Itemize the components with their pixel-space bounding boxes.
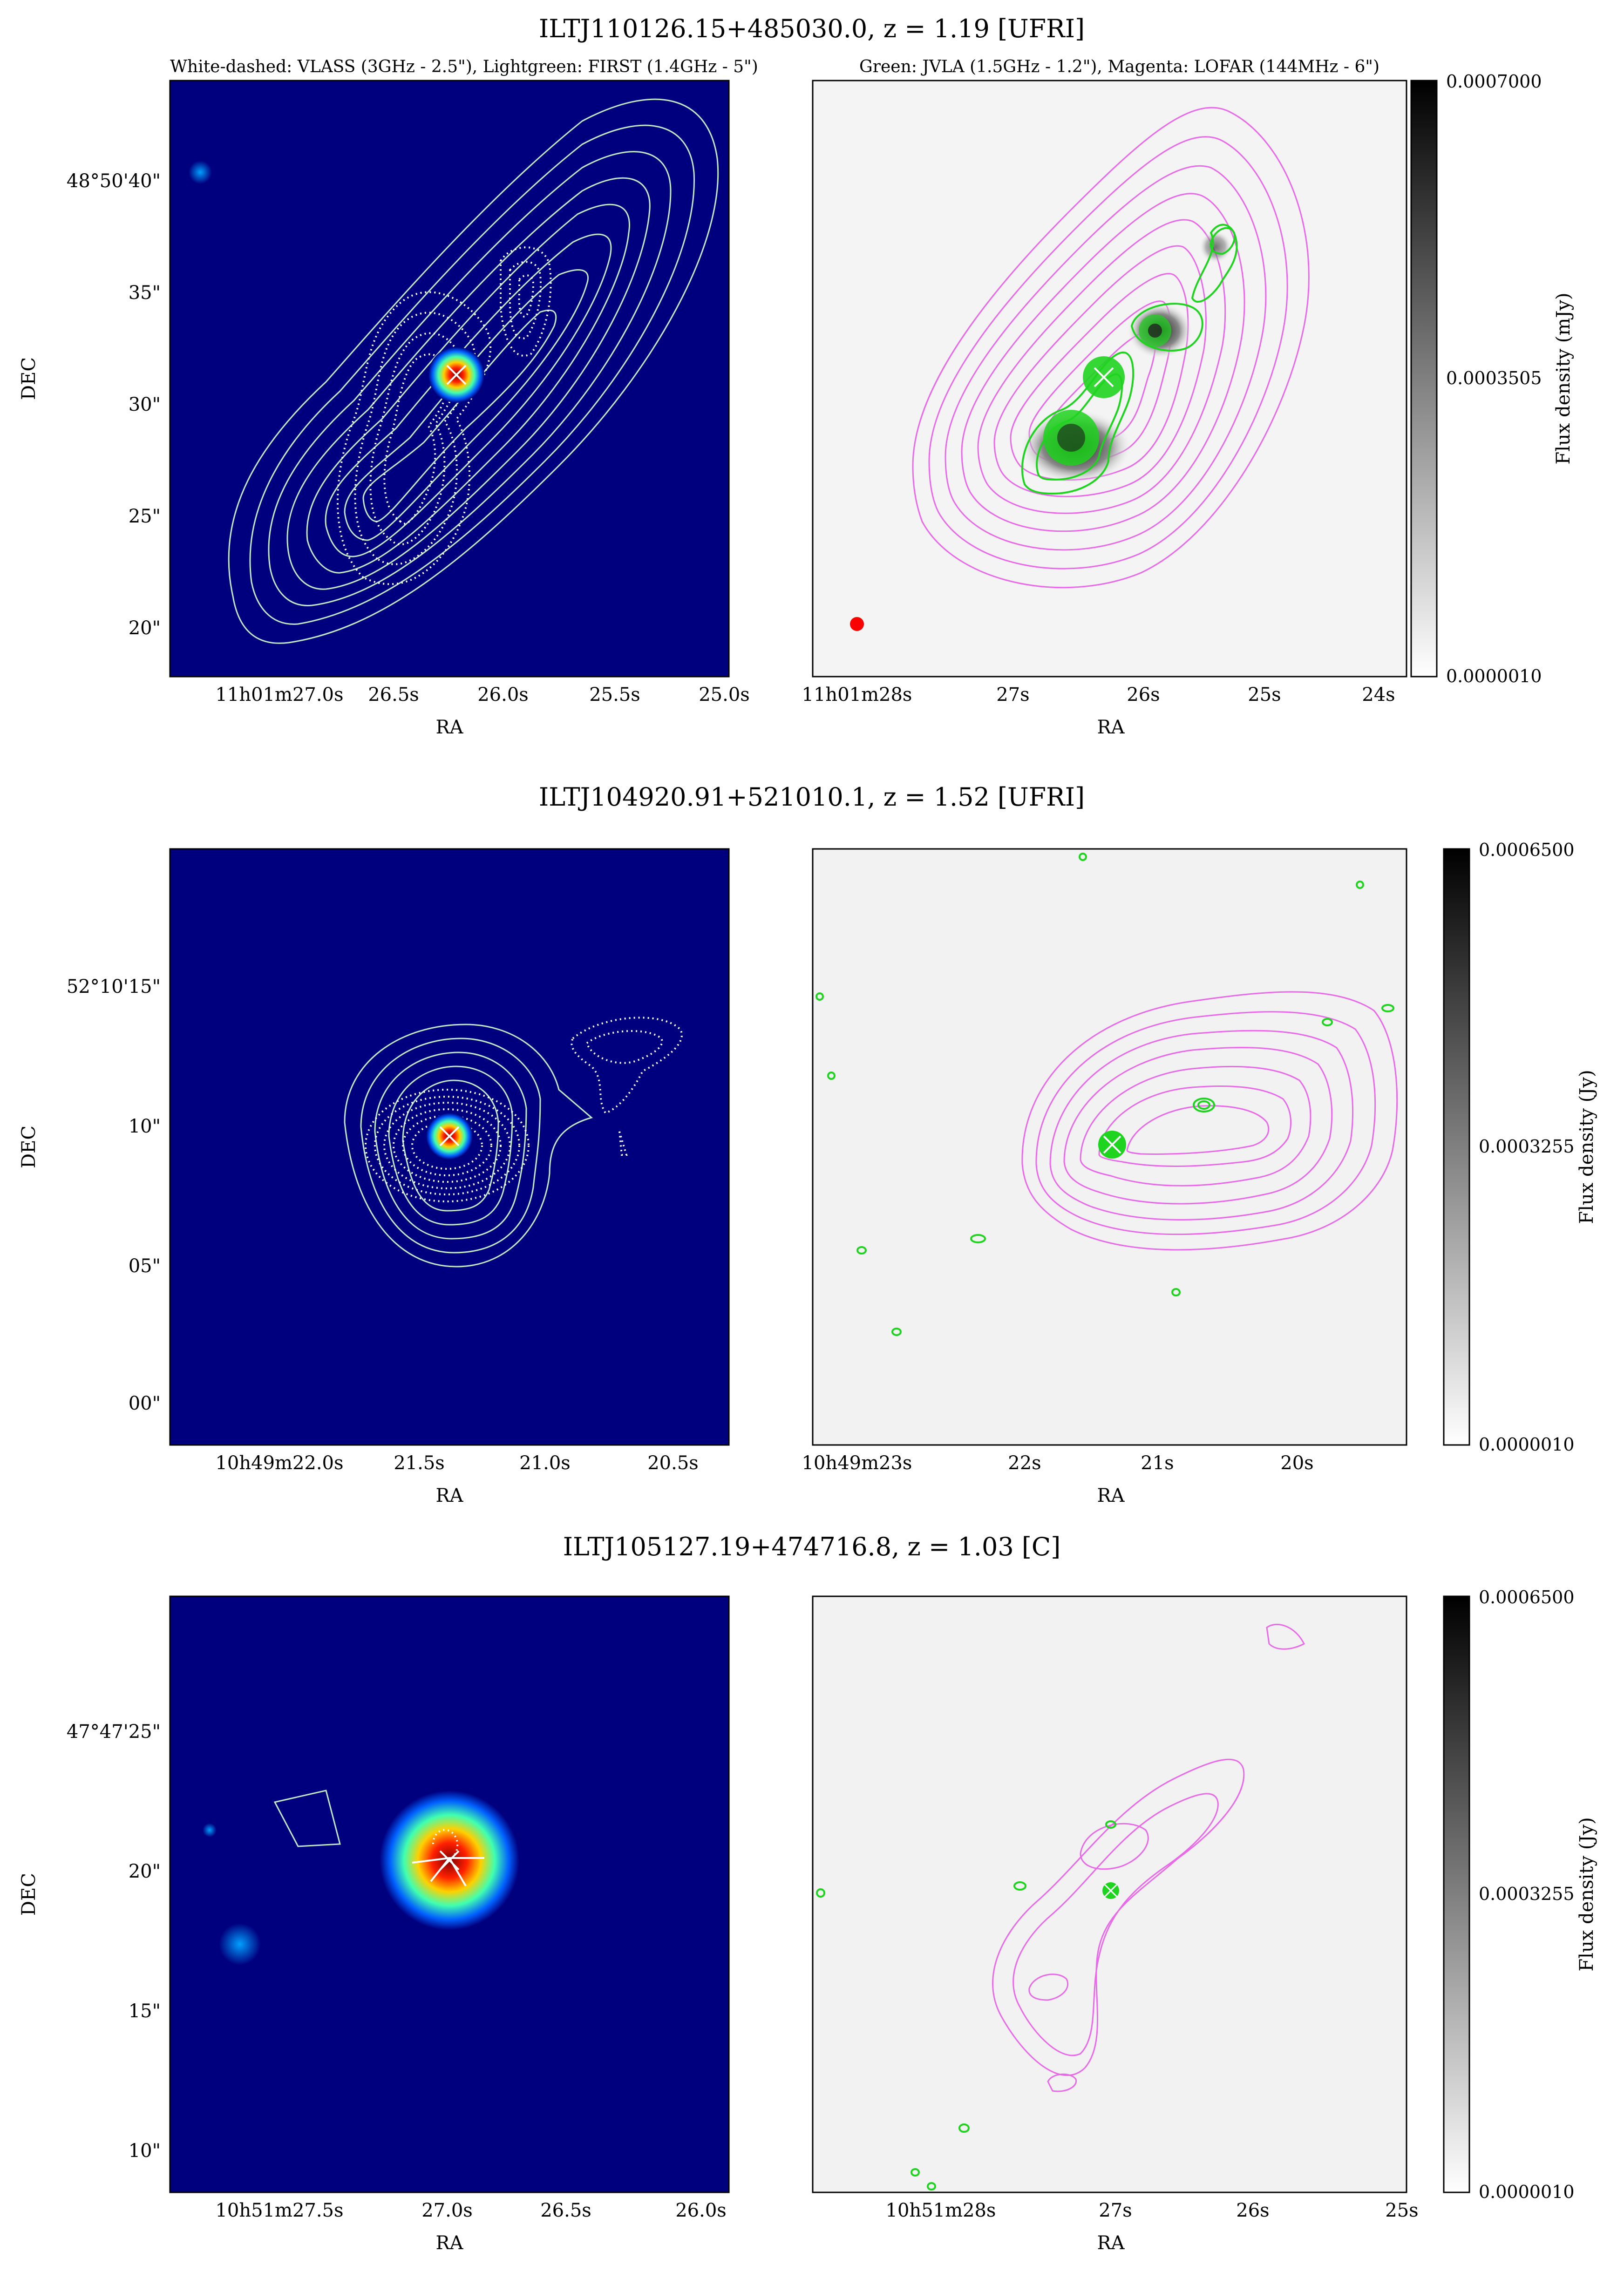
colorbar-tick: 0.0006500 <box>1479 840 1575 860</box>
ra-tick: 27.0s <box>421 2200 473 2221</box>
ra-tick: 27s <box>996 684 1029 705</box>
first-contours <box>228 98 719 644</box>
dec-tick: 20" <box>129 617 161 639</box>
dec-tick: 05" <box>129 1255 161 1277</box>
xlabel: RA <box>435 717 463 738</box>
ra-tick: 26.0s <box>477 684 529 705</box>
panel-title: ILTJ110126.15+485030.0, z = 1.19 [UFRI] <box>539 14 1085 43</box>
first-contours <box>344 1024 593 1268</box>
right-axes: 10h51m28s 27s 26s 25s RA <box>886 2200 1419 2254</box>
ra-tick: 26s <box>1236 2200 1269 2221</box>
colorbar-label: Flux density (Jy) <box>1576 1070 1597 1224</box>
dec-tick: 25" <box>129 506 161 527</box>
dec-tick: 47°47'25" <box>67 1721 161 1743</box>
colorbar-label: Flux density (Jy) <box>1576 1817 1597 1971</box>
row-2: ILTJ104920.91+521010.1, z = 1.52 [UFRI] <box>18 782 1597 1506</box>
colorbar-label: Flux density (mJy) <box>1553 292 1574 464</box>
ra-tick: 21.0s <box>519 1452 571 1474</box>
dec-tick: 20" <box>129 1861 161 1882</box>
lofar-contours <box>992 1623 1305 2092</box>
dec-tick: 35" <box>129 282 161 304</box>
colorbar-tick: 0.0007000 <box>1446 71 1542 92</box>
left-map <box>169 848 730 1446</box>
jvla-contours <box>815 853 1394 1336</box>
left-axes: 48°50'40" 35" 30" 25" 20" DEC 11h01m27.0… <box>18 170 750 738</box>
right-map <box>812 1595 1407 2193</box>
panel-title: ILTJ105127.19+474716.8, z = 1.03 [C] <box>563 1532 1061 1561</box>
ra-tick: 21s <box>1141 1452 1174 1474</box>
legend-right: Green: JVLA (1.5GHz - 1.2"), Magenta: LO… <box>859 57 1379 76</box>
xlabel: RA <box>435 1485 463 1506</box>
right-map <box>812 80 1407 678</box>
colorbar: 0.0007000 0.0003505 0.0000010 Flux densi… <box>1410 71 1574 686</box>
left-axes: 52°10'15" 10" 05" 00" DEC 10h49m22.0s 21… <box>18 976 699 1506</box>
ra-tick: 21.5s <box>394 1452 445 1474</box>
colorbar-tick: 0.0006500 <box>1479 1587 1575 1607</box>
left-map <box>169 1595 730 2193</box>
ra-tick: 26.5s <box>368 684 419 705</box>
xlabel: RA <box>1097 1485 1125 1506</box>
ra-tick: 25s <box>1248 684 1281 705</box>
colorbar-tick: 0.0003505 <box>1446 368 1542 388</box>
jvla-contours <box>816 1820 1116 2191</box>
ra-tick: 20.5s <box>647 1452 699 1474</box>
colorbar-tick: 0.0000010 <box>1479 1434 1575 1455</box>
right-map <box>812 848 1407 1446</box>
ylabel: DEC <box>18 357 40 400</box>
ra-tick: 26.5s <box>540 2200 591 2221</box>
ylabel: DEC <box>18 1873 40 1916</box>
vlass-contours <box>365 1017 683 1202</box>
right-axes: 10h49m23s 22s 21s 20s RA <box>802 1452 1314 1506</box>
colorbar-tick: 0.0000010 <box>1446 666 1542 686</box>
ra-tick: 25.5s <box>589 684 640 705</box>
xlabel: RA <box>1097 717 1125 738</box>
dec-tick: 52°10'15" <box>67 976 161 997</box>
row-1: ILTJ110126.15+485030.0, z = 1.19 [UFRI] … <box>18 14 1574 738</box>
ra-tick: 20s <box>1280 1452 1313 1474</box>
ra-tick: 10h51m28s <box>886 2200 996 2221</box>
right-axes: 11h01m28s 27s 26s 25s 24s RA <box>802 684 1395 738</box>
dec-tick: 10" <box>129 1116 161 1137</box>
dec-tick: 30" <box>129 394 161 415</box>
colorbar-tick: 0.0003255 <box>1479 1136 1575 1157</box>
ra-tick: 10h51m27.5s <box>215 2200 343 2221</box>
ra-tick: 22s <box>1008 1452 1041 1474</box>
lofar-contours <box>1021 991 1398 1251</box>
dec-tick: 10" <box>129 2140 161 2162</box>
panel-title: ILTJ104920.91+521010.1, z = 1.52 [UFRI] <box>539 782 1085 812</box>
ra-tick: 10h49m22.0s <box>215 1452 343 1474</box>
dec-tick: 00" <box>129 1393 161 1414</box>
lofar-contours <box>912 107 1310 589</box>
colorbar: 0.0006500 0.0003255 0.0000010 Flux densi… <box>1443 1587 1597 2202</box>
row-3: ILTJ105127.19+474716.8, z = 1.03 [C] 47°… <box>18 1532 1597 2254</box>
ylabel: DEC <box>18 1126 40 1168</box>
legend-left: White-dashed: VLASS (3GHz - 2.5"), Light… <box>170 57 758 76</box>
colorbar-tick: 0.0003255 <box>1479 1884 1575 1904</box>
colorbar-tick: 0.0000010 <box>1479 2182 1575 2202</box>
left-axes: 47°47'25" 20" 15" 10" DEC 10h51m27.5s 27… <box>18 1721 727 2254</box>
dec-tick: 15" <box>129 2001 161 2022</box>
dec-tick: 48°50'40" <box>67 170 161 192</box>
xlabel: RA <box>1097 2232 1125 2254</box>
ra-tick: 25.0s <box>699 684 750 705</box>
ra-tick: 26s <box>1127 684 1160 705</box>
ra-tick: 27s <box>1099 2200 1132 2221</box>
ra-tick: 25s <box>1385 2200 1418 2221</box>
ra-tick: 26.0s <box>675 2200 727 2221</box>
ra-tick: 24s <box>1362 684 1395 705</box>
ra-tick: 11h01m27.0s <box>215 684 343 705</box>
beam-marker <box>850 617 864 631</box>
colorbar: 0.0006500 0.0003255 0.0000010 Flux densi… <box>1443 840 1597 1455</box>
ra-tick: 10h49m23s <box>802 1452 912 1474</box>
ra-tick: 11h01m28s <box>802 684 912 705</box>
xlabel: RA <box>435 2232 463 2254</box>
left-map <box>169 80 730 678</box>
